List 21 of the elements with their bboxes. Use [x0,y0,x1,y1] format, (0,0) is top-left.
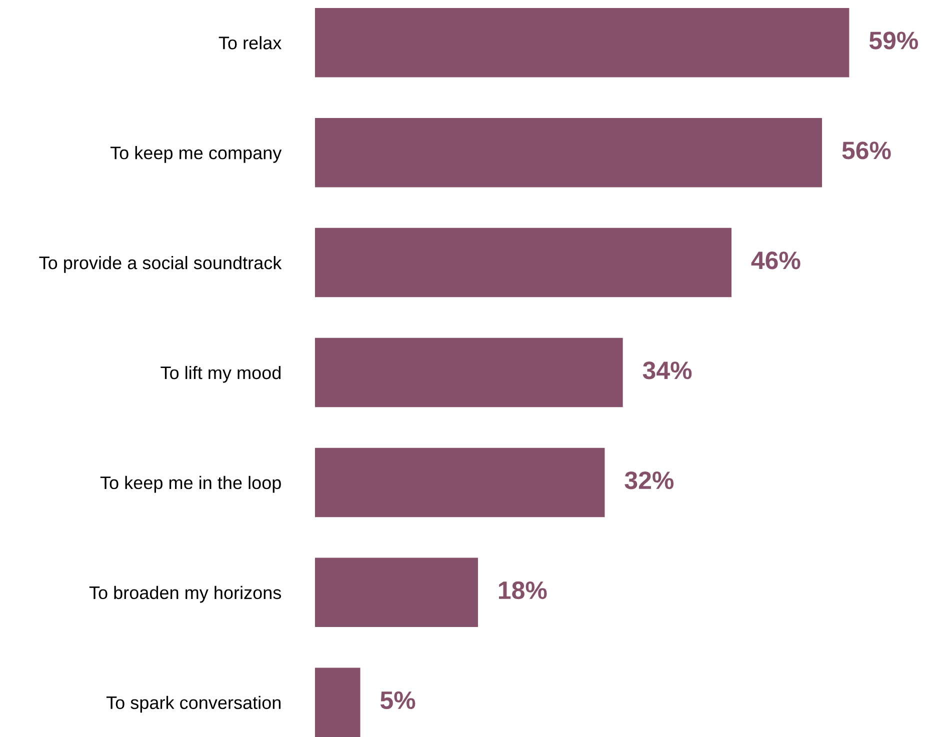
bar [315,448,605,518]
y-tick-label: To spark conversation [106,696,281,713]
data-label: 46% [751,252,800,270]
y-tick-label: To provide a social soundtrack [39,256,282,273]
bar [315,558,478,628]
data-label: 32% [624,471,674,490]
bar [315,118,822,188]
bar [315,8,850,78]
data-label: 59% [869,32,918,50]
y-tick-label: To lift my mood [160,366,281,383]
y-tick-label: To broaden my horizons [89,586,282,603]
bar [315,338,623,408]
bar [315,228,732,298]
y-tick-label: To keep me in the loop [100,476,281,493]
y-tick-label: To keep me company [110,146,282,163]
data-label: 18% [498,581,547,600]
bar [315,668,360,737]
y-tick-label: To relax [218,36,282,50]
data-label: 56% [842,142,891,160]
data-label: 5% [380,691,416,710]
data-label: 34% [642,362,692,380]
